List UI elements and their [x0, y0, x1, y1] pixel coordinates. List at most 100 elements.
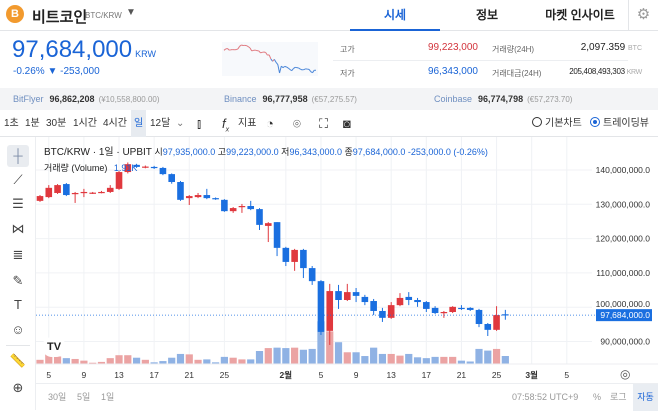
candle-body: [151, 167, 158, 168]
legend-close-label: 종: [345, 147, 353, 157]
auto-scale-button[interactable]: 자동: [633, 384, 658, 411]
candle-body: [63, 184, 70, 195]
candle-body: [89, 193, 96, 194]
candle: [98, 191, 105, 193]
tradingview-logo-icon[interactable]: TV: [42, 337, 66, 357]
candle-body: [309, 268, 316, 281]
x-axis-tick-label: 3월: [525, 370, 538, 380]
legend-low: 96,343,000.0: [289, 147, 342, 157]
candle-body: [353, 292, 360, 296]
clock-time: 07:58:52 UTC+9: [512, 384, 578, 411]
candle-body: [344, 292, 351, 300]
candle: [63, 183, 70, 196]
x-axis-tick-label: 5: [46, 370, 51, 380]
volume-bar: [142, 360, 149, 364]
x-axis-tick-label: 13: [114, 370, 124, 380]
candle-body: [274, 222, 281, 248]
percent-scale-button[interactable]: %: [593, 384, 601, 411]
candle-body: [291, 250, 298, 262]
volume-legend: 거래량 (Volume) 1.91K: [44, 161, 137, 174]
candle: [54, 184, 61, 194]
candle: [283, 247, 290, 266]
candle: [441, 311, 448, 318]
candle-body: [45, 188, 52, 197]
volume-bar: [72, 359, 79, 364]
candle-body: [458, 308, 465, 309]
x-axis-tick-label: 5: [319, 370, 324, 380]
candle-body: [116, 172, 123, 189]
candle-body: [221, 200, 228, 211]
candle: [230, 207, 237, 213]
candle: [239, 204, 246, 213]
volume-bar: [203, 359, 210, 364]
candle: [362, 295, 369, 305]
range-30d[interactable]: 30일: [48, 384, 66, 411]
candle: [370, 299, 377, 315]
volume-bar: [247, 359, 254, 364]
candle-body: [476, 310, 483, 324]
candle: [195, 193, 202, 198]
volume-bar: [370, 348, 377, 364]
candle-body: [388, 305, 395, 318]
candle-body: [484, 324, 491, 330]
chart-legend: BTC/KRW · 1일 · UPBIT 시97,935,000.0 고99,2…: [44, 143, 488, 158]
volume-bar: [115, 355, 122, 364]
y-axis-tick-label: 120,000,000.0: [596, 234, 651, 244]
candle: [256, 208, 263, 230]
candle: [397, 293, 404, 306]
volume-bar: [352, 352, 359, 364]
candle-body: [142, 167, 149, 168]
candle-body: [397, 298, 404, 305]
volume-bar: [440, 357, 447, 364]
candle-body: [160, 168, 167, 174]
volume-bar: [396, 356, 403, 364]
volume-bar: [432, 357, 439, 364]
candle: [423, 301, 430, 312]
x-axis-tick-label: 2월: [280, 370, 293, 380]
volume-bar: [344, 352, 351, 364]
volume-bar: [133, 358, 140, 364]
volume-bar: [273, 348, 280, 364]
volume-bar: [405, 354, 412, 364]
volume-bar: [361, 356, 368, 364]
candle: [168, 173, 175, 183]
candle-body: [72, 193, 79, 194]
volume-bar: [309, 349, 316, 364]
range-1d[interactable]: 1일: [101, 384, 114, 411]
candle-body: [493, 315, 500, 330]
volume-bar: [221, 357, 228, 364]
candle: [177, 181, 184, 201]
candle-body: [405, 297, 412, 300]
volume-bar: [265, 348, 272, 364]
candle: [353, 288, 360, 302]
candle-body: [212, 198, 219, 199]
volume-bar: [238, 359, 245, 364]
candle-body: [300, 250, 307, 268]
volume-bar: [124, 355, 131, 364]
candle-body: [379, 311, 386, 318]
y-axis-tick-label: 130,000,000.0: [596, 199, 651, 209]
candle-body: [177, 182, 184, 200]
x-axis-tick-label: 21: [457, 370, 467, 380]
volume-bar: [168, 358, 175, 364]
volume-bar: [475, 349, 482, 364]
candle-body: [168, 174, 175, 182]
candle: [344, 284, 351, 301]
axis-settings-icon[interactable]: ◎: [620, 367, 630, 381]
candle-body: [283, 248, 290, 262]
candle-body: [54, 185, 61, 193]
log-scale-button[interactable]: 로그: [610, 384, 627, 411]
candle-body: [37, 196, 44, 201]
candle-body: [195, 195, 202, 197]
volume-bar: [458, 361, 465, 364]
range-5d[interactable]: 5일: [77, 384, 90, 411]
bottom-bar: 30일 5일 1일 07:58:52 UTC+9 % 로그 자동: [36, 383, 658, 410]
candle-body: [186, 196, 193, 198]
candle-body: [107, 188, 114, 192]
legend-high-label: 고: [218, 147, 226, 157]
candle-body: [98, 192, 105, 193]
legend-open: 97,935,000.0: [163, 147, 216, 157]
candle: [45, 185, 52, 198]
candle: [212, 197, 219, 199]
